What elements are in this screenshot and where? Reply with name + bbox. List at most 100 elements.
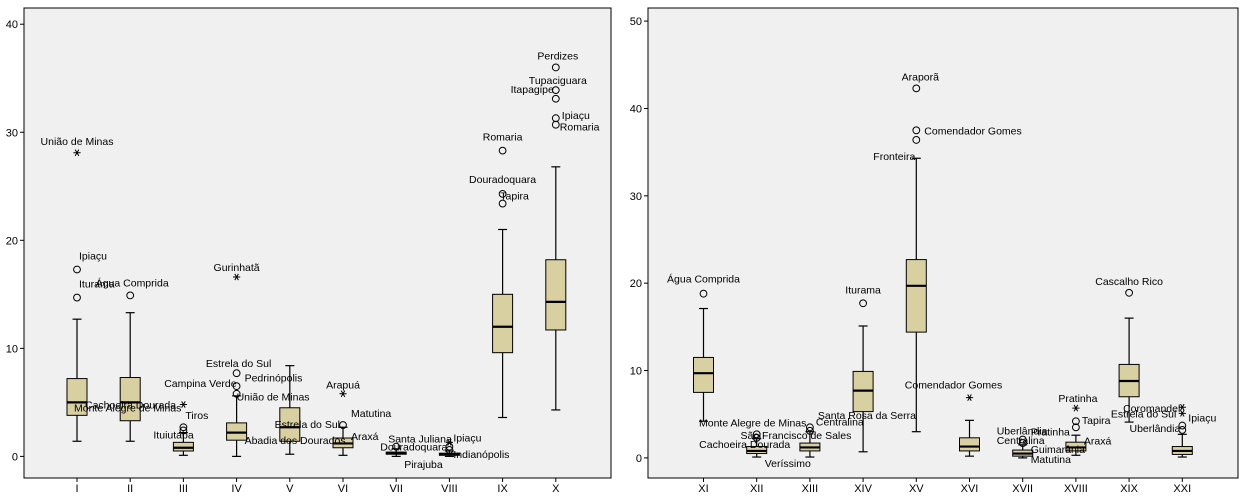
- outlier-label: Douradoquara: [469, 174, 536, 186]
- outlier-label: União de Minas: [41, 136, 114, 148]
- y-tick-label: 40: [6, 19, 18, 31]
- outlier-label: Centralina: [997, 435, 1045, 447]
- outlier-circle: [1072, 417, 1080, 426]
- outlier-circle: [1178, 421, 1187, 430]
- outlier-label: Pedrinópolis: [245, 373, 303, 385]
- outlier-label: Uberlândia: [997, 426, 1048, 438]
- outlier-circle: [498, 189, 507, 198]
- extreme-outlier-star: [965, 394, 974, 401]
- outlier-label: Tapira: [1082, 415, 1111, 427]
- extreme-outlier-star: [1072, 404, 1080, 412]
- box-iii: Ituiutaba Tiros Monte Alegre de Minas: [74, 401, 208, 456]
- outlier-circle: [806, 426, 814, 435]
- outlier-label: Ituiutaba: [153, 429, 193, 441]
- outlier-label: Romaria: [560, 122, 600, 134]
- outlier-label: Cascalho Rico: [1095, 276, 1163, 288]
- outlier-circle: [73, 265, 81, 274]
- outlier-circle: [551, 94, 560, 103]
- iqr-box: [279, 407, 301, 442]
- box-ii: Água Comprida: [96, 276, 169, 442]
- plot-area: [647, 7, 1239, 479]
- y-tick-label: 0: [636, 453, 642, 465]
- outlier-label: Tiros: [185, 410, 208, 422]
- outlier-label: Guimarânia: [1031, 444, 1085, 456]
- outlier-circle: [498, 199, 507, 208]
- outlier-label: Água Comprida: [667, 273, 740, 286]
- outlier-label: Itapagipe: [511, 84, 554, 96]
- outlier-label: Monte Alegre de Minas: [74, 403, 181, 415]
- extreme-outlier-star: [73, 149, 81, 157]
- y-tick-label: 40: [630, 103, 642, 115]
- iqr-box: [959, 437, 980, 452]
- outlier-circle: [551, 114, 560, 123]
- outlier-label: Pratinha: [1058, 393, 1097, 405]
- x-tick-label: XII: [750, 483, 763, 495]
- y-tick-label: 20: [6, 235, 18, 247]
- outlier-label: Iturama: [79, 279, 115, 291]
- outlier-circle: [699, 289, 708, 298]
- x-tick-label: XVIII: [1064, 483, 1088, 495]
- outlier-circle: [1178, 426, 1187, 434]
- box-xv: Fronteira Comendador Gomes Araporã: [873, 71, 1022, 433]
- x-tick-label: X: [552, 483, 560, 495]
- outlier-label: Cachoeira Dourada: [85, 400, 176, 412]
- outlier-circle: [551, 86, 560, 95]
- outlier-label: São Francisco de Sales: [740, 430, 851, 442]
- box-i: Iturama Ipiaçu União de Minas: [41, 136, 115, 442]
- y-tick-label: 0: [12, 451, 18, 463]
- box-vii: Santa Juliana: [385, 434, 452, 457]
- outlier-label: Douradoquara: [380, 442, 447, 454]
- x-tick-label: XVI: [961, 483, 979, 495]
- outlier-label: Ipiaçu: [562, 110, 590, 122]
- outlier-label: Comendador Gomes: [905, 380, 1002, 392]
- extreme-outlier-star: [179, 401, 187, 408]
- x-tick-label: XVII: [1012, 483, 1033, 495]
- outlier-label: Coromandel: [1123, 403, 1180, 415]
- outlier-label: Matutina: [1031, 454, 1071, 466]
- x-tick-label: III: [179, 483, 188, 495]
- box-viii: Indianópolis Douradoquara Ipiaçu: [380, 432, 509, 461]
- extreme-outlier-star: [339, 390, 347, 398]
- extreme-outlier-star: [1178, 403, 1186, 411]
- x-tick-label: VII: [389, 483, 402, 495]
- y-tick-label: 50: [630, 16, 642, 28]
- box-xvi: Comendador Gomes: [905, 380, 1002, 457]
- outlier-label: Uberlândia: [1130, 423, 1181, 435]
- outlier-label: União de Minas: [237, 392, 310, 404]
- outlier-label: Santa Juliana: [388, 434, 452, 446]
- outlier-label: Pratinha: [1031, 426, 1070, 438]
- x-tick-label: XI: [698, 483, 708, 495]
- outlier-circle: [1072, 423, 1080, 432]
- x-tick-label: VIII: [441, 483, 458, 495]
- iqr-box: [693, 356, 714, 393]
- outlier-circle: [912, 126, 921, 135]
- outlier-label: Abadia dos Dourados: [245, 435, 346, 447]
- outlier-circle: [912, 84, 921, 93]
- outlier-label: Monte Alegre de Minas: [699, 417, 806, 429]
- y-tick-label: 20: [630, 278, 642, 290]
- box-xiv: Iturama: [845, 284, 881, 453]
- x-tick-label: IV: [231, 483, 242, 495]
- box-xiii: São Francisco de Sales Centralina: [740, 416, 864, 458]
- outlier-label: Araporã: [902, 71, 940, 83]
- outlier-circle: [232, 382, 241, 391]
- box-vi: Estrela do Sul Arapuá: [275, 380, 360, 456]
- outlier-label: Centralina: [816, 416, 864, 428]
- outlier-label: Romaria: [483, 132, 523, 144]
- extreme-outlier-star: [1178, 409, 1186, 417]
- outlier-circle: [498, 146, 507, 155]
- outlier-circle: [752, 430, 761, 439]
- x-tick-label: V: [286, 483, 294, 495]
- outlier-label: Veríssimo: [765, 458, 811, 470]
- box-xix: Cascalho Rico: [1095, 276, 1163, 423]
- box-xxi: Uberlândia Estrela do Sul Ipiaçu Coromandel: [1111, 403, 1216, 458]
- x-tick-label: I: [75, 483, 78, 495]
- outlier-label: Estrela do Sul: [206, 358, 271, 370]
- outlier-label: Ipiaçu: [1188, 412, 1216, 424]
- outlier-label: Cachoeira Dourada: [699, 439, 790, 451]
- outlier-label: Ipiaçu: [453, 432, 481, 444]
- outlier-label: Água Comprida: [96, 276, 169, 289]
- outlier-label: Campina Verde: [164, 378, 237, 390]
